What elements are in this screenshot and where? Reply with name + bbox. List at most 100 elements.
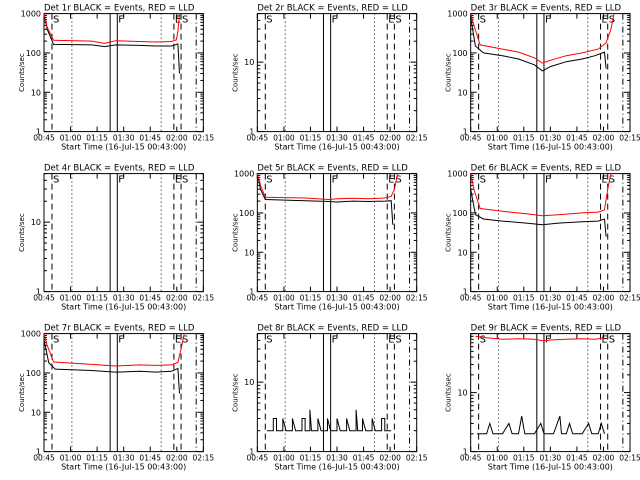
marker-label: S <box>395 175 401 186</box>
x-axis-label: Start Time (16-Jul-15 00:43:00) <box>488 463 613 472</box>
y-tick-label: 10 <box>457 248 467 257</box>
x-tick-label: 01:45 <box>566 294 588 303</box>
y-tick-label: 10 <box>31 218 41 227</box>
x-tick-label: 02:15 <box>619 134 640 143</box>
x-tick-label: 01:15 <box>300 454 322 463</box>
marker-label: S <box>480 15 486 26</box>
x-axis-label: Start Time (16-Jul-15 00:43:00) <box>274 463 399 472</box>
y-axis-label: Counts/sec <box>445 373 453 412</box>
marker-label: S <box>182 175 188 186</box>
x-tick-label: 01:15 <box>300 294 322 303</box>
x-axis-label: Start Time (16-Jul-15 00:43:00) <box>274 303 399 312</box>
marker-label: F <box>118 15 124 26</box>
marker-label: S <box>266 15 272 26</box>
x-tick-label: 00:45 <box>460 134 482 143</box>
marker-label: S <box>266 175 272 186</box>
x-tick-label: 00:45 <box>460 294 482 303</box>
series-line-lld <box>256 173 399 201</box>
panel-title: Det 1r BLACK = Events, RED = LLD <box>44 4 195 14</box>
x-tick-label: 01:45 <box>566 134 588 143</box>
plot-frame <box>256 173 418 293</box>
marker-label: S <box>53 15 59 26</box>
x-tick-label: 01:30 <box>326 454 348 463</box>
x-tick-label: 01:30 <box>326 294 348 303</box>
x-tick-label: 00:45 <box>33 294 55 303</box>
x-tick-label: 01:30 <box>540 294 562 303</box>
y-tick-label: 10 <box>31 88 41 97</box>
marker-label: S <box>53 175 59 186</box>
marker-label: E <box>602 15 608 26</box>
x-tick-label: 01:30 <box>540 454 562 463</box>
marker-label: F <box>332 335 338 346</box>
x-tick-label: 01:15 <box>513 134 535 143</box>
marker-label: F <box>332 15 338 26</box>
y-tick-label: 1 <box>36 448 41 457</box>
x-tick-label: 00:45 <box>247 454 269 463</box>
x-axis-label: Start Time (16-Jul-15 00:43:00) <box>61 143 186 152</box>
x-tick-label: 02:00 <box>593 134 615 143</box>
x-tick-label: 01:30 <box>326 134 348 143</box>
x-tick-label: 00:45 <box>247 134 269 143</box>
x-tick-label: 01:15 <box>300 134 322 143</box>
marker-label: S <box>609 175 615 186</box>
x-tick-label: 01:00 <box>273 294 295 303</box>
x-tick-label: 02:00 <box>166 454 188 463</box>
x-tick-label: 01:45 <box>353 454 375 463</box>
y-axis-label: Counts/sec <box>231 213 239 252</box>
y-tick-label: 100 <box>26 369 41 378</box>
y-axis-label: Counts/sec <box>231 53 239 92</box>
y-axis-label: Counts/sec <box>18 213 26 252</box>
y-tick-label: 1000 <box>21 330 41 339</box>
y-axis-label: Counts/sec <box>18 53 26 92</box>
marker-label: F <box>545 175 551 186</box>
x-tick-label: 00:45 <box>460 454 482 463</box>
x-tick-label: 02:15 <box>619 294 640 303</box>
x-tick-label: 00:45 <box>247 294 269 303</box>
y-axis-label: Counts/sec <box>445 213 453 252</box>
y-tick-label: 10 <box>244 378 254 387</box>
y-tick-label: 1 <box>36 128 41 137</box>
x-axis-label: Start Time (16-Jul-15 00:43:00) <box>488 303 613 312</box>
x-tick-label: 02:00 <box>166 134 188 143</box>
x-tick-label: 01:00 <box>273 454 295 463</box>
y-tick-label: 1 <box>463 448 468 457</box>
marker-label: S <box>182 335 188 346</box>
x-tick-label: 01:30 <box>113 134 135 143</box>
marker-label: E <box>388 175 394 186</box>
marker-label: F <box>545 15 551 26</box>
x-tick-label: 02:00 <box>379 134 401 143</box>
x-tick-label: 01:00 <box>60 454 82 463</box>
marker-label: S <box>480 175 486 186</box>
y-tick-label: 1 <box>249 128 254 137</box>
x-tick-label: 02:15 <box>406 134 428 143</box>
marker-label: F <box>118 175 124 186</box>
plot-frame <box>256 333 418 453</box>
x-tick-label: 01:00 <box>273 134 295 143</box>
marker-label: E <box>175 335 181 346</box>
series-line-events <box>470 17 607 72</box>
x-tick-label: 01:00 <box>60 134 82 143</box>
marker-label: S <box>609 335 615 346</box>
x-tick-label: 02:00 <box>166 294 188 303</box>
marker-label: F <box>118 335 124 346</box>
marker-label: E <box>175 15 181 26</box>
y-axis-label: Counts/sec <box>445 53 453 92</box>
x-tick-label: 01:45 <box>353 294 375 303</box>
x-tick-label: 01:15 <box>513 294 535 303</box>
x-axis-label: Start Time (16-Jul-15 00:43:00) <box>61 463 186 472</box>
y-tick-label: 100 <box>452 49 467 58</box>
marker-label: E <box>175 175 181 186</box>
x-tick-label: 01:45 <box>353 134 375 143</box>
plot-frame <box>256 13 418 133</box>
plot-frame <box>43 173 204 293</box>
y-axis-label: Counts/sec <box>18 373 26 412</box>
x-tick-label: 02:15 <box>193 454 215 463</box>
x-tick-label: 01:45 <box>566 454 588 463</box>
x-tick-label: 01:00 <box>486 454 508 463</box>
